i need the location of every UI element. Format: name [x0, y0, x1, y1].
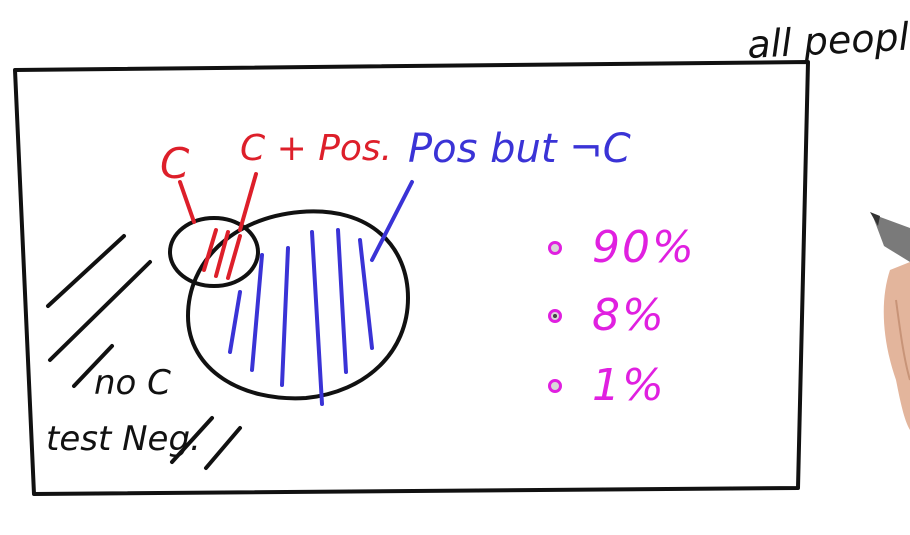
option-label: 90%	[592, 222, 696, 273]
option-8-percent[interactable]: 8%	[548, 290, 666, 341]
cancer-pos-label: C + Pos.	[240, 128, 392, 169]
option-label: 1%	[592, 360, 666, 411]
radio-90[interactable]	[548, 240, 562, 255]
red-pointers	[178, 172, 258, 232]
radio-1[interactable]	[548, 378, 562, 393]
no-cancer-hatching	[46, 234, 242, 470]
all-people-label: all people	[746, 13, 910, 67]
test-neg-label: test Neg.	[46, 419, 201, 459]
pos-not-cancer-hatching	[228, 228, 374, 406]
no-c-label: no C	[94, 363, 171, 403]
hand-with-marker	[870, 212, 910, 430]
option-1-percent[interactable]: 1%	[548, 360, 666, 411]
radio-8[interactable]	[548, 308, 562, 323]
cancer-circle	[168, 216, 260, 288]
pos-not-cancer-label: Pos but ¬C	[408, 126, 631, 172]
option-90-percent[interactable]: 90%	[548, 222, 696, 273]
option-label: 8%	[592, 290, 666, 341]
cancer-pos-hatching	[202, 228, 242, 280]
blue-pointer	[370, 180, 414, 262]
cancer-label: C	[160, 139, 190, 188]
positive-test-circle	[185, 209, 411, 401]
population-frame	[13, 60, 810, 496]
